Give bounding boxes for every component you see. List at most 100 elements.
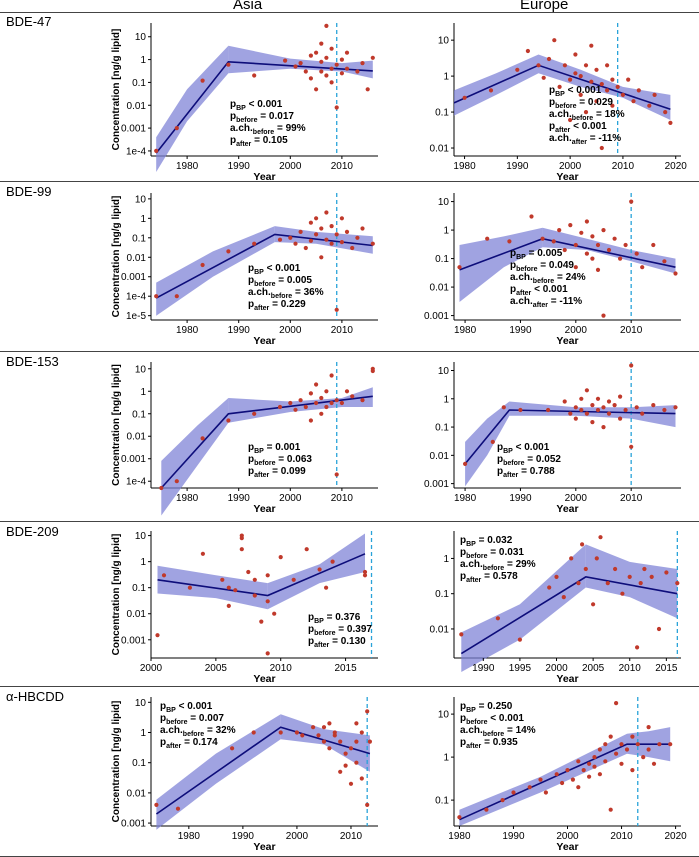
compound-label-bde153: BDE-153 [6, 354, 59, 369]
y-tick-label: 0.001 [121, 124, 146, 135]
data-point [651, 403, 656, 408]
data-point [319, 411, 324, 416]
stats-line: pBP = 0.376 [308, 612, 361, 625]
trend-line [160, 395, 373, 489]
data-point [324, 389, 329, 394]
row-divider [0, 351, 699, 352]
confidence-band [156, 714, 281, 830]
data-point [581, 768, 586, 773]
data-point [298, 398, 303, 403]
compound-label-bde47: BDE-47 [6, 14, 52, 29]
data-point [576, 581, 581, 586]
data-point [277, 404, 283, 410]
data-point [606, 399, 612, 404]
data-point [576, 785, 581, 790]
data-point [367, 739, 372, 744]
data-point [278, 730, 283, 735]
data-point [620, 92, 626, 97]
data-point [348, 781, 354, 786]
data-point [324, 210, 329, 215]
row-divider [0, 521, 699, 522]
data-point [308, 220, 313, 225]
x-tick-label: 2000 [559, 161, 582, 172]
header-europe: Europe [520, 0, 569, 13]
data-point [546, 407, 551, 413]
data-point [288, 400, 293, 406]
data-point [579, 396, 584, 401]
y-tick-label: 0.1 [132, 233, 146, 244]
data-point [629, 199, 634, 204]
data-point [350, 394, 355, 399]
data-point [517, 637, 523, 642]
data-point [324, 237, 329, 242]
data-point [362, 573, 368, 578]
data-point [370, 368, 375, 374]
data-point [344, 389, 350, 394]
data-point [642, 566, 647, 572]
data-point [635, 645, 640, 650]
data-point [200, 551, 205, 556]
data-point [324, 404, 329, 410]
data-point [552, 38, 557, 43]
data-point [587, 761, 592, 766]
y-tick-label: 0.001 [424, 479, 449, 490]
data-point [252, 411, 257, 416]
data-point [527, 785, 532, 790]
data-point [595, 267, 601, 272]
data-point [603, 759, 608, 764]
data-point [668, 120, 673, 125]
x-tick-label: 2010 [620, 325, 643, 336]
data-point [614, 701, 619, 706]
data-point [573, 52, 578, 57]
x-tick-label: 1990 [506, 161, 529, 172]
stats-line: a.ch.before = 24% [510, 272, 586, 285]
stats-line: pbefore = 0.397 [308, 624, 372, 637]
stats-line: pBP = 0.001 [248, 442, 301, 455]
x-tick-label: 2020 [664, 831, 687, 842]
y-axis-label: Concentration [ng/g lipid] [111, 534, 122, 656]
data-point [578, 74, 583, 79]
data-point [319, 69, 324, 74]
data-point [200, 78, 205, 83]
y-tick-label: 0.1 [132, 758, 146, 769]
y-tick-label: 0.001 [121, 635, 146, 646]
data-point [174, 126, 179, 131]
data-point [317, 567, 322, 572]
data-point [619, 761, 624, 766]
chart-panel-bde153-asia: 1e-4 0.001 0.01 0.1 1 10 1980 1990 2000 2010 Year C… [111, 362, 378, 516]
data-point [294, 730, 299, 735]
data-point [348, 746, 354, 751]
x-axis-label: Year [253, 335, 275, 347]
x-tick-label: 2000 [279, 493, 302, 504]
y-tick-label: 10 [438, 197, 450, 208]
x-tick-label: 2005 [582, 663, 605, 674]
data-point [573, 265, 578, 270]
x-tick-label: 2010 [620, 493, 643, 504]
y-tick-label: 0.01 [430, 144, 450, 155]
data-point [583, 110, 589, 115]
y-tick-label: 0.1 [435, 423, 449, 434]
chart-panel-bde209-asia: 0.001 0.01 0.1 1 10 2000 2005 2010 2015 Year Conce… [111, 531, 378, 685]
stats-line: pbefore = 0.017 [230, 111, 294, 124]
stats-line: pBP < 0.001 [230, 99, 283, 112]
data-point [298, 61, 303, 66]
data-point [610, 103, 615, 108]
y-tick-label: 0.01 [127, 432, 147, 443]
data-point [359, 776, 364, 781]
data-point [200, 262, 205, 268]
data-point [657, 742, 662, 747]
data-point [561, 595, 566, 600]
y-tick-label: 0.1 [435, 589, 449, 600]
data-point [675, 581, 680, 586]
y-tick-label: 10 [438, 36, 450, 47]
data-point [501, 405, 506, 410]
data-point [663, 110, 668, 115]
stats-line: pafter = 0.105 [230, 135, 288, 148]
data-point [365, 709, 370, 714]
y-tick-label: 1 [443, 753, 449, 764]
data-point [365, 802, 370, 808]
data-point [370, 241, 375, 246]
